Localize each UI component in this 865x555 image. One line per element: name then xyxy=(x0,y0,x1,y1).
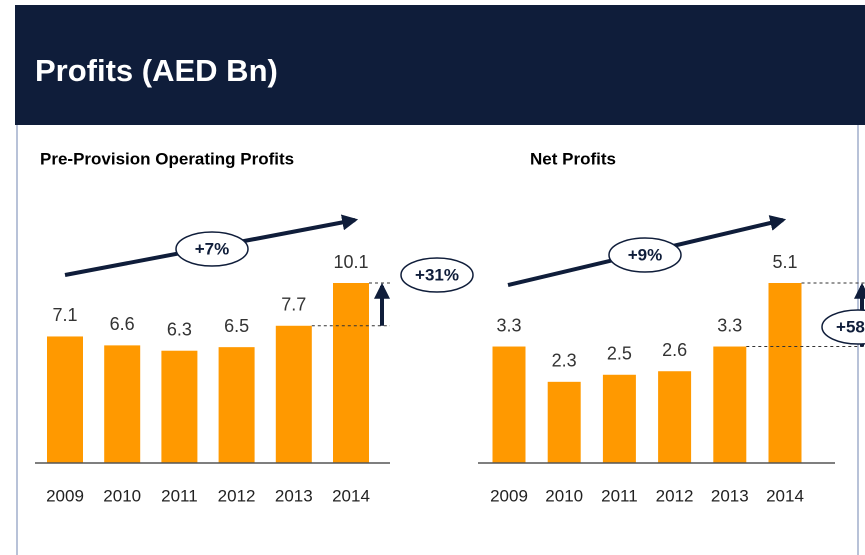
value-label: 7.1 xyxy=(52,305,77,325)
value-label: 3.3 xyxy=(496,315,521,335)
value-label: 10.1 xyxy=(333,252,368,272)
bar xyxy=(333,283,369,463)
bar xyxy=(275,325,312,463)
annotation-pill xyxy=(821,309,865,345)
x-tick-label: 2009 xyxy=(46,486,84,505)
chart-title: Pre-Provision Operating Profits xyxy=(40,149,294,168)
bar xyxy=(658,371,692,463)
x-tick-label: 2012 xyxy=(656,486,694,505)
x-tick-label: 2014 xyxy=(766,486,804,505)
bar xyxy=(47,336,83,463)
bar xyxy=(161,350,198,463)
x-tick-label: 2013 xyxy=(711,486,749,505)
x-tick-label: 2011 xyxy=(161,486,198,505)
annotation: +7% xyxy=(195,239,230,258)
annotation: +58% xyxy=(836,317,865,336)
value-label: 6.5 xyxy=(224,316,249,336)
x-tick-label: 2013 xyxy=(275,486,313,505)
x-tick-label: 2011 xyxy=(601,486,638,505)
x-tick-label: 2010 xyxy=(103,486,141,505)
bar xyxy=(602,374,636,463)
annotation-pill xyxy=(400,257,474,293)
annotation-pill xyxy=(175,231,249,267)
value-label: 6.3 xyxy=(167,319,192,339)
chart-title: Net Profits xyxy=(530,149,616,168)
header-bar xyxy=(15,5,865,125)
x-tick-label: 2010 xyxy=(545,486,583,505)
value-label: 5.1 xyxy=(772,252,797,272)
x-tick-label: 2012 xyxy=(218,486,256,505)
bar xyxy=(104,345,141,463)
annotation: +9% xyxy=(628,245,663,264)
value-label: 2.5 xyxy=(607,344,632,364)
value-label: 2.6 xyxy=(662,340,687,360)
annotation: +31% xyxy=(415,265,459,284)
annotation-pill xyxy=(608,237,682,273)
bar xyxy=(547,381,581,463)
x-tick-label: 2009 xyxy=(490,486,528,505)
bar xyxy=(768,283,802,463)
slide-title: Profits (AED Bn) xyxy=(35,53,278,88)
value-label: 6.6 xyxy=(110,314,135,334)
bar xyxy=(713,346,747,463)
value-label: 3.3 xyxy=(717,315,742,335)
bar xyxy=(218,347,255,463)
bar xyxy=(492,346,526,463)
value-label: 7.7 xyxy=(281,295,306,315)
value-label: 2.3 xyxy=(552,351,577,371)
x-tick-label: 2014 xyxy=(332,486,370,505)
